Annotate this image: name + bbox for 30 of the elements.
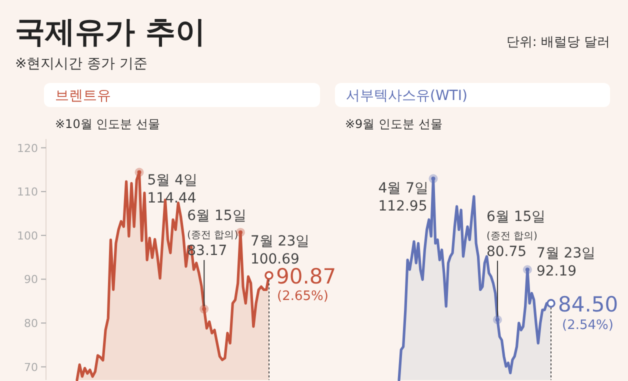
chart-title: 국제유가 추이 — [15, 15, 206, 50]
data-label: 84.50 — [558, 292, 618, 316]
point — [200, 304, 209, 314]
text: (2.54%) — [562, 318, 614, 333]
text: ※현지시간 종가 기준 — [15, 56, 148, 72]
y-tick-label: 110 — [17, 186, 38, 199]
data-label: 112.95 — [378, 198, 428, 215]
text: 브렌트유 — [55, 88, 111, 104]
annotation: 5월 4일 114.44 — [147, 172, 198, 206]
text: (2.65%) — [277, 289, 328, 304]
y-tick-label: 100 — [17, 229, 38, 242]
point — [134, 168, 144, 177]
y-tick-label: 80 — [24, 317, 38, 330]
text: ※9월 인도분 선물 — [345, 117, 442, 131]
annotation: 4월 7일 — [378, 180, 429, 197]
point — [522, 265, 532, 274]
annotation: 6월 15일 (종전 합의) — [486, 208, 546, 242]
point — [492, 315, 502, 324]
y-tick-label: 120 — [17, 142, 38, 155]
point — [264, 271, 274, 280]
data-label: 80.75 — [486, 244, 527, 260]
point — [428, 174, 438, 184]
y-tick-label: 90 — [24, 273, 38, 286]
annotation: 7월 23일 — [536, 246, 596, 262]
point — [546, 298, 556, 308]
y-tick-label: 70 — [24, 360, 38, 374]
text: ※10월 인도분 선물 — [55, 117, 160, 131]
data-label: 92.19 — [536, 264, 577, 280]
text: 단위: 배럴당 달러 — [506, 35, 610, 50]
text: 서부텍사스유(WTI) — [346, 88, 468, 104]
